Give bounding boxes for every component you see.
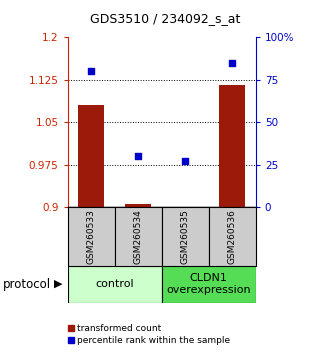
Bar [115, 207, 162, 266]
Text: CLDN1
overexpression: CLDN1 overexpression [166, 273, 251, 295]
Point [136, 153, 141, 159]
Text: GSM260536: GSM260536 [228, 209, 237, 264]
Bar [209, 207, 256, 266]
Text: GSM260534: GSM260534 [134, 209, 143, 264]
Text: protocol: protocol [3, 278, 51, 291]
Text: ▶: ▶ [53, 279, 62, 289]
Bar [162, 207, 209, 266]
Bar [68, 266, 162, 303]
Legend: transformed count, percentile rank within the sample: transformed count, percentile rank withi… [64, 321, 234, 349]
Text: control: control [95, 279, 134, 289]
Point [88, 68, 94, 74]
Text: GDS3510 / 234092_s_at: GDS3510 / 234092_s_at [90, 12, 240, 25]
Point [182, 158, 188, 164]
Bar [125, 204, 151, 207]
Bar [162, 266, 256, 303]
Text: GSM260535: GSM260535 [181, 209, 190, 264]
Text: GSM260533: GSM260533 [87, 209, 96, 264]
Bar [68, 207, 115, 266]
Bar [78, 105, 104, 207]
Point [230, 60, 235, 65]
Bar [219, 85, 245, 207]
